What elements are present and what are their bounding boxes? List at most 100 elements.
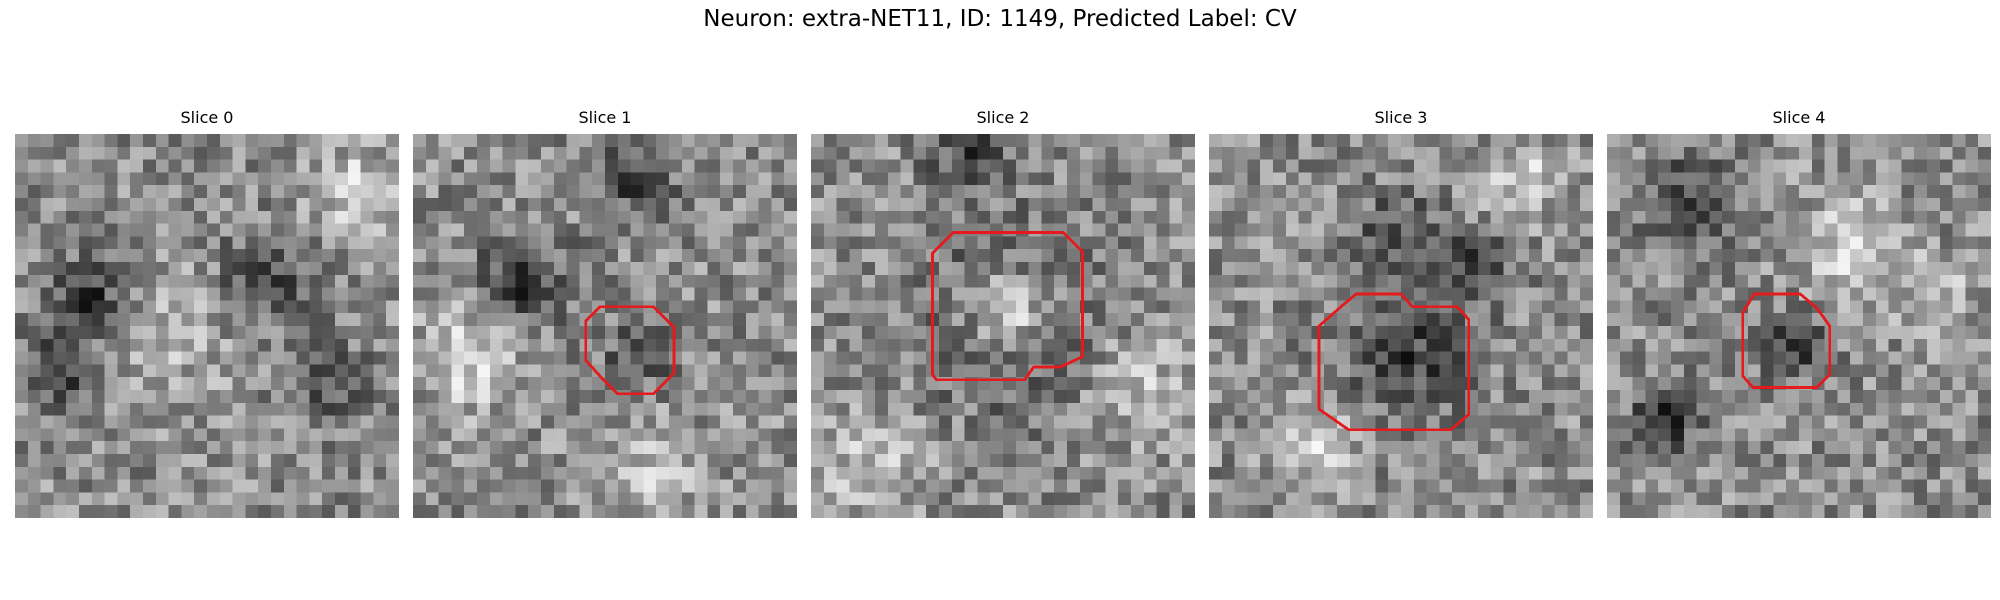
pixel [1388,236,1402,250]
pixel [836,415,850,429]
pixel [373,223,387,237]
pixel [887,415,901,429]
pixel [951,351,965,365]
pixel [694,505,708,518]
pixel [1799,466,1813,480]
pixel [566,441,580,455]
pixel [1465,236,1479,250]
pixel [1722,492,1736,506]
pixel [477,287,491,301]
pixel [1786,210,1800,224]
pixel [130,428,144,442]
pixel [143,236,157,250]
pixel [245,172,259,186]
pixel [1619,364,1633,378]
pixel [1028,351,1042,365]
pixel [1054,505,1068,518]
pixel [1658,505,1672,518]
pixel [1503,428,1517,442]
pixel [1658,223,1672,237]
pixel [1477,351,1491,365]
pixel [1298,415,1312,429]
pixel [1234,300,1248,314]
pixel [1337,274,1351,288]
pixel [1607,428,1621,442]
pixel [836,262,850,276]
pixel [335,441,349,455]
pixel [1143,198,1157,212]
pixel [541,134,555,148]
pixel [53,377,67,391]
pixel [1143,466,1157,480]
pixel [1863,210,1877,224]
pixel [1079,377,1093,391]
pixel [630,402,644,416]
pixel [964,134,978,148]
pixel [1850,492,1864,506]
pixel [913,262,927,276]
pixel [1607,300,1621,314]
pixel [1067,172,1081,186]
pixel [1978,390,1991,404]
pixel [1901,441,1915,455]
pixel [1875,466,1889,480]
pixel [849,134,863,148]
pixel [1439,505,1453,518]
pixel [413,146,427,160]
pixel [1156,159,1170,173]
pixel [720,210,734,224]
pixel [1477,338,1491,352]
pixel [1837,262,1851,276]
pixel [1388,300,1402,314]
pixel [592,428,606,442]
pixel [1645,274,1659,288]
pixel [900,492,914,506]
pixel [875,454,889,468]
pixel [66,287,80,301]
pixel [40,223,54,237]
pixel [1156,479,1170,493]
pixel [617,159,631,173]
pixel [207,146,221,160]
pixel [1015,198,1029,212]
pixel [1349,210,1363,224]
pixel [1221,236,1235,250]
pixel [283,364,297,378]
pixel [373,198,387,212]
pixel [309,146,323,160]
pixel [489,466,503,480]
pixel [258,313,272,327]
pixel [1337,441,1351,455]
pixel [1067,402,1081,416]
pixel [758,454,772,468]
pixel [1311,198,1325,212]
pixel [643,454,657,468]
pixel [1092,236,1106,250]
pixel [1452,351,1466,365]
pixel [733,274,747,288]
pixel [1683,402,1697,416]
pixel [1439,146,1453,160]
pixel [1824,172,1838,186]
pixel [1837,172,1851,186]
pixel [1477,364,1491,378]
pixel [643,326,657,340]
pixel [1337,364,1351,378]
pixel [964,326,978,340]
pixel [1722,338,1736,352]
pixel [1811,402,1825,416]
pixel [464,505,478,518]
pixel [489,249,503,263]
pixel [849,351,863,365]
pixel [1567,415,1581,429]
pixel [40,505,54,518]
pixel [1028,159,1042,173]
pixel [1401,172,1415,186]
pixel [1811,287,1825,301]
pixel [373,338,387,352]
pixel [643,505,657,518]
pixel [207,415,221,429]
pixel [258,466,272,480]
pixel [1439,274,1453,288]
pixel [296,134,310,148]
